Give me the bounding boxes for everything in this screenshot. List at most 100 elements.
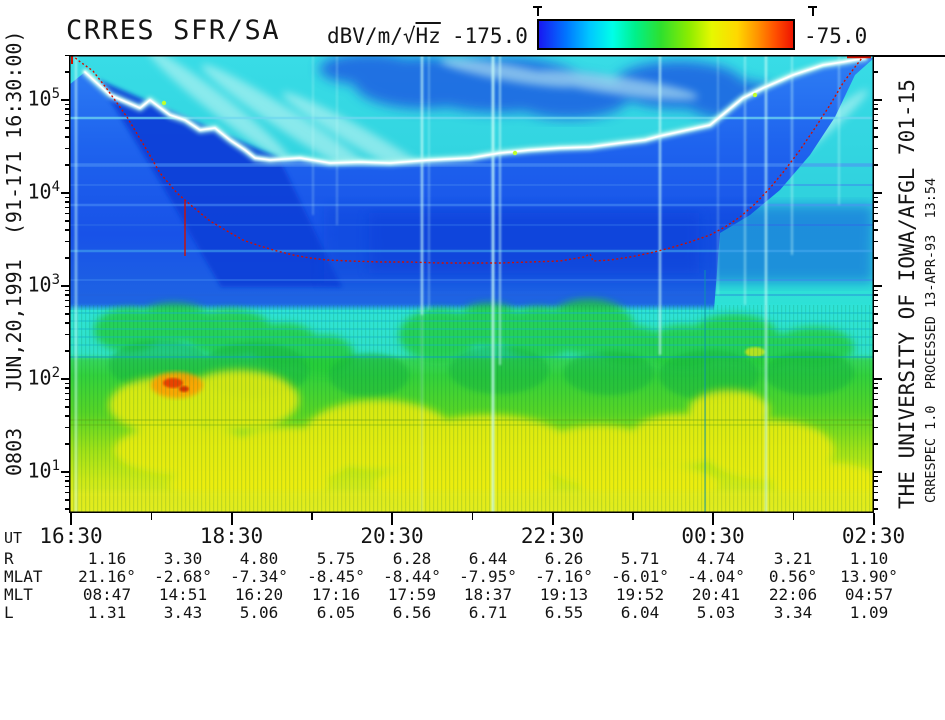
ephemeris-cell: 3.21 <box>773 549 813 568</box>
y-minor-tick-right <box>874 196 878 198</box>
ephemeris-cell: 1.16 <box>87 549 127 568</box>
x-tick-label: 02:30 <box>841 524 906 548</box>
ephemeris-row-label: L <box>4 603 14 622</box>
ephemeris-cell: -7.95° <box>459 567 517 586</box>
top-rule-extension <box>873 55 945 57</box>
y-minor-tick-right <box>874 333 878 336</box>
y-minor-tick-right <box>874 426 878 429</box>
ephemeris-cell: 5.06 <box>239 603 279 622</box>
ephemeris-cell: 13.90° <box>840 567 898 586</box>
y-major-tick <box>61 99 69 101</box>
page-title: CRRES SFR/SA <box>66 15 281 46</box>
y-minor-tick-right <box>874 257 878 259</box>
y-minor-tick-right <box>874 119 878 122</box>
y-minor-tick-right <box>874 108 878 110</box>
colorbar-units-label: dBV/m/√Hz <box>327 24 441 48</box>
right-credit-secondary: CRRESPEC 1.0 PROCESSED 13-APR-93 13:54 <box>923 177 939 503</box>
ephemeris-cell: 6.55 <box>544 603 584 622</box>
y-minor-tick-right <box>874 415 878 417</box>
colorbar-min-label: -175.0 <box>452 24 528 48</box>
y-minor-tick-right <box>874 313 878 315</box>
y-minor-tick-right <box>874 289 878 291</box>
x-tick-label: 18:30 <box>199 524 264 548</box>
ephemeris-cell: 17:16 <box>311 585 361 604</box>
y-major-tick <box>61 192 69 194</box>
y-minor-tick-right <box>874 322 878 324</box>
colorbar <box>537 19 795 50</box>
y-major-tick <box>61 378 69 380</box>
ephemeris-cell: 6.44 <box>468 549 508 568</box>
x-tick-label: 16:30 <box>39 524 103 548</box>
y-minor-tick-right <box>874 485 878 488</box>
left-margin-label: 0803 JUN,20,1991 (91-171 16:30:00) <box>2 30 26 476</box>
y-minor-tick-right <box>874 113 878 116</box>
y-minor-tick-right <box>874 103 878 105</box>
y-minor-tick-right <box>874 294 878 296</box>
y-minor-tick-right <box>874 499 878 501</box>
ephemeris-cell: 4.80 <box>239 549 279 568</box>
ephemeris-cell: -2.68° <box>154 567 212 586</box>
y-major-tick-right <box>874 285 882 287</box>
ephemeris-cell: 6.26 <box>544 549 584 568</box>
y-minor-tick-right <box>874 491 878 494</box>
y-major-tick-right <box>874 192 882 194</box>
x-minor-tick <box>471 513 473 520</box>
x-major-tick <box>391 513 393 525</box>
ephemeris-cell: 5.03 <box>696 603 736 622</box>
x-tick-label: 22:30 <box>520 524 585 548</box>
ephemeris-cell: 08:47 <box>82 585 132 604</box>
x-minor-tick <box>311 513 313 520</box>
ephemeris-cell: 6.71 <box>468 603 508 622</box>
x-minor-tick <box>150 513 152 520</box>
ephemeris-cell: 1.31 <box>87 603 127 622</box>
ephemeris-cell: 6.28 <box>392 549 432 568</box>
ephemeris-cell: -6.01° <box>611 567 669 586</box>
y-major-tick-right <box>874 471 882 473</box>
y-minor-tick-right <box>874 240 878 243</box>
ephemeris-cell: 20:41 <box>691 585 741 604</box>
x-tick-label: 20:30 <box>360 524 424 548</box>
y-minor-tick-right <box>874 382 878 384</box>
y-minor-tick-right <box>874 480 878 482</box>
y-minor-tick-right <box>874 220 878 222</box>
y-minor-tick-right <box>874 164 878 166</box>
y-minor-tick-right <box>874 201 878 203</box>
ephemeris-cell: -8.44° <box>383 567 441 586</box>
y-minor-tick-right <box>874 387 878 389</box>
y-minor-tick-right <box>874 475 878 477</box>
ephemeris-cell: -4.04° <box>687 567 745 586</box>
ephemeris-cell: 16:20 <box>234 585 284 604</box>
ephemeris-cell: 1.09 <box>849 603 889 622</box>
ephemeris-cell: 6.04 <box>620 603 660 622</box>
ephemeris-cell: 5.75 <box>316 549 356 568</box>
y-major-tick-right <box>874 99 882 101</box>
ephemeris-cell: 6.05 <box>316 603 356 622</box>
ephemeris-row-label: R <box>4 549 14 568</box>
y-major-tick <box>61 471 69 473</box>
y-minor-tick-right <box>874 136 878 138</box>
y-minor-tick-right <box>874 305 878 308</box>
ephemeris-cell: 22:06 <box>768 585 818 604</box>
ephemeris-cell: 19:52 <box>615 585 665 604</box>
ephemeris-cell: 3.43 <box>163 603 203 622</box>
ephemeris-cell: -8.45° <box>307 567 365 586</box>
ephemeris-cell: -7.34° <box>230 567 288 586</box>
x-major-tick <box>551 513 554 525</box>
ephemeris-cell: 04:57 <box>844 585 894 604</box>
x-axis-label: UT <box>4 529 23 547</box>
y-minor-tick-right <box>874 229 878 231</box>
y-minor-tick-right <box>874 406 878 408</box>
y-minor-tick-right <box>874 71 878 73</box>
y-minor-tick-right <box>874 508 878 510</box>
y-minor-tick-right <box>874 443 878 445</box>
ephemeris-cell: 0.56° <box>768 567 818 586</box>
ephemeris-cell: 19:13 <box>539 585 589 604</box>
spectrogram-plot <box>69 55 874 513</box>
y-minor-tick-right <box>874 147 878 150</box>
ephemeris-cell: 14:51 <box>158 585 208 604</box>
colorbar-max-label: -75.0 <box>804 24 868 48</box>
y-minor-tick-right <box>874 398 878 401</box>
x-tick-label: 00:30 <box>681 524 745 548</box>
ephemeris-cell: 1.10 <box>849 549 889 568</box>
